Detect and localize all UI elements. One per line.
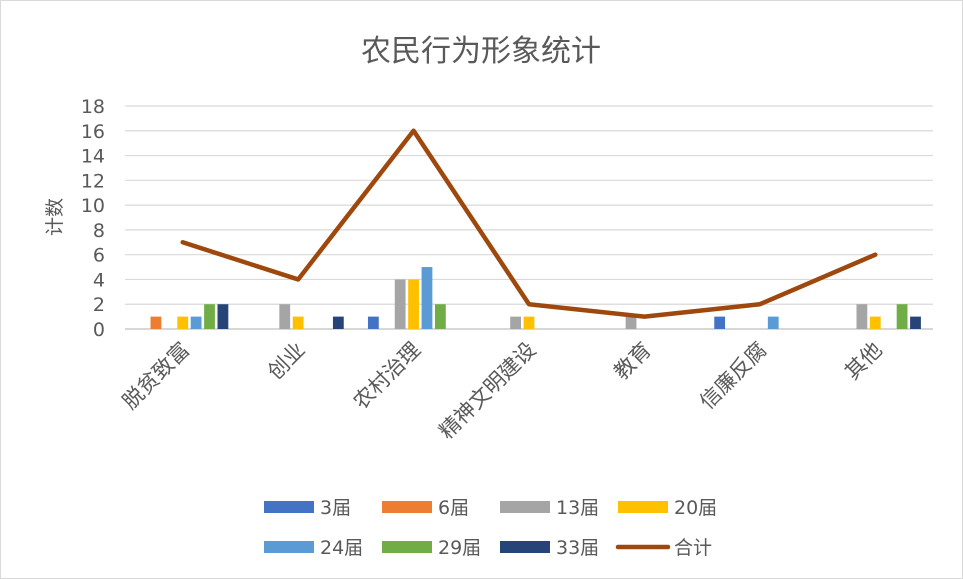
bar (625, 316, 637, 329)
bar (408, 279, 419, 329)
bar (279, 304, 291, 329)
legend-label: 29届 (438, 537, 481, 559)
legend-swatch (618, 501, 668, 513)
y-tick-label: 12 (81, 170, 105, 192)
bar (217, 304, 229, 329)
bars (150, 267, 921, 329)
bar (177, 316, 189, 329)
legend-swatch (500, 541, 550, 553)
bar (190, 316, 202, 329)
bar (332, 316, 344, 329)
legend-swatch (382, 541, 432, 553)
x-tick-label: 创业 (263, 338, 310, 385)
y-axis-label: 计数 (44, 198, 66, 236)
legend-label: 33届 (556, 537, 599, 559)
y-tick-label: 2 (93, 294, 105, 316)
legend-swatch (500, 501, 550, 513)
y-tick-label: 10 (81, 195, 105, 217)
y-tick-label: 16 (81, 121, 105, 143)
x-tick-label: 脱贫致富 (118, 338, 194, 414)
y-tick-label: 8 (93, 220, 105, 242)
legend-label: 6届 (438, 497, 469, 519)
bar (714, 316, 726, 329)
legend-swatch (264, 501, 314, 513)
bar (292, 316, 304, 329)
bar (204, 304, 215, 329)
legend-swatch (264, 541, 314, 553)
legend-label: 24届 (320, 537, 363, 559)
bar (896, 304, 908, 329)
y-tick-label: 14 (81, 146, 105, 168)
bar (523, 316, 535, 329)
x-tick-label: 农村治理 (349, 338, 425, 414)
bar (910, 316, 921, 329)
legend-swatch (382, 501, 432, 513)
line-series (180, 128, 878, 319)
bar (367, 316, 379, 329)
legend-label: 20届 (674, 497, 717, 519)
bar (510, 316, 521, 329)
bar (434, 304, 446, 329)
chart-title: 农民行为形象统计 (361, 34, 601, 69)
legend: 3届 6届 13届 20届 24届 29届 33届 合计 (264, 497, 717, 559)
total-line-series (180, 128, 878, 319)
y-tick-label: 18 (81, 96, 105, 118)
x-axis-labels: 脱贫致富 创业 农村治理 精神文明建设 教育 信廉反腐 其他 (118, 338, 887, 444)
legend-label: 合计 (674, 537, 712, 559)
y-tick-label: 4 (93, 269, 105, 291)
bar (767, 316, 779, 329)
gridlines (125, 105, 933, 330)
legend-label: 13届 (556, 497, 599, 519)
x-tick-label: 教育 (609, 338, 656, 385)
x-tick-label: 精神文明建设 (434, 338, 540, 444)
x-tick-label: 其他 (840, 338, 887, 385)
bar (150, 316, 162, 329)
bar (856, 304, 868, 329)
x-tick-label: 信廉反腐 (695, 338, 771, 414)
y-tick-label: 0 (93, 319, 105, 341)
bar (394, 279, 406, 329)
y-tick-label: 6 (93, 245, 105, 267)
bar (421, 267, 433, 329)
legend-label: 3届 (320, 497, 351, 519)
bar (869, 316, 881, 329)
